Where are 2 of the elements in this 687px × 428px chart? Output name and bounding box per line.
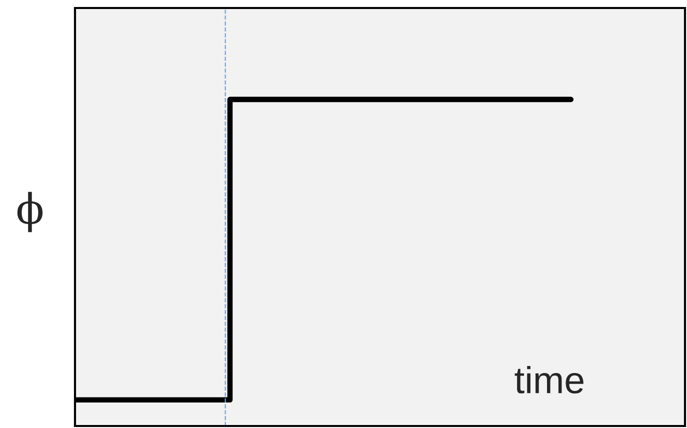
y-axis-title: ϕ [17,192,43,232]
x-axis-title: time [514,366,584,394]
